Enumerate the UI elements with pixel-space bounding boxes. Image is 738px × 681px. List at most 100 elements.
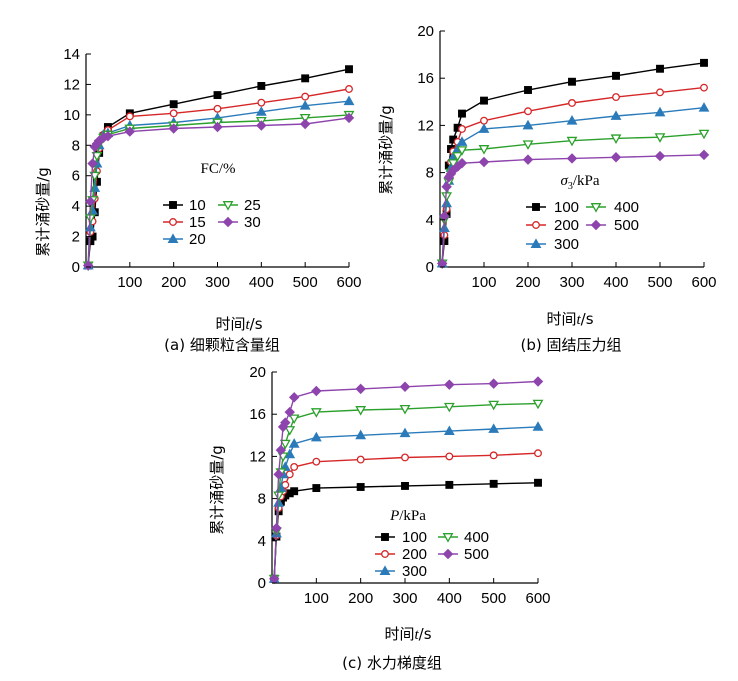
panel-c-point-500 <box>399 381 411 392</box>
panel-a-point-10 <box>345 65 353 74</box>
panel-a-xtick-label: 500 <box>293 274 318 291</box>
panel-c-point-500 <box>288 392 300 403</box>
panel-c-ytick-label: 8 <box>258 491 266 508</box>
panel-c-legend-marker <box>379 565 391 575</box>
panel-a-series-line-30 <box>87 117 350 266</box>
panel-c-legend-label: 300 <box>402 563 427 580</box>
panel-c-legend-item-200: 200 <box>375 546 427 563</box>
panel-c-legend-title: P/kPa <box>389 508 426 524</box>
panel-c-ytick-label: 20 <box>249 364 266 381</box>
panel-c-ylabel: 累计涌砂量/g <box>208 445 226 535</box>
panel-c-point-500 <box>284 406 295 418</box>
panel-a-legend-label: 20 <box>189 231 206 248</box>
panel-b-point-500 <box>698 149 710 161</box>
panel-b-point-400 <box>478 145 490 155</box>
panel-b-point-100 <box>656 64 664 73</box>
panel-a-point-20 <box>89 182 101 192</box>
panel-b-ylabel: 累计涌砂量/g <box>377 105 395 195</box>
panel-a-legend-marker <box>169 201 177 209</box>
panel-a-ylabel: 累计涌砂量/g <box>34 167 52 257</box>
panel-a-ytick-label: 10 <box>63 107 80 124</box>
panel-c-ytick-label: 16 <box>249 406 266 423</box>
panel-a-point-25 <box>91 151 103 162</box>
panel-b-point-500 <box>441 181 452 192</box>
panel-b-series <box>436 58 710 270</box>
panel-a-point-30 <box>256 120 267 131</box>
panel-a-point-15 <box>125 112 134 121</box>
panel-a-xtick-label: 600 <box>336 274 361 291</box>
panel-a-ytick-label: 0 <box>72 259 80 276</box>
panel-c-point-300 <box>288 438 300 448</box>
panel-a-point-30 <box>343 112 355 124</box>
panel-c-caption: (c) 水力梯度组 <box>342 654 442 672</box>
panel-c-point-500 <box>311 385 322 397</box>
panel-a-xtick-label: 300 <box>205 274 230 291</box>
panel-b-point-400 <box>447 159 459 169</box>
panel-b-ytick-label: 16 <box>417 70 434 87</box>
panel-a-point-30 <box>299 118 311 130</box>
panel-c-point-400 <box>532 399 544 410</box>
panel-a-legend-label: 25 <box>244 197 261 214</box>
panel-c-legend-label: 400 <box>464 529 489 546</box>
panel-c-point-400 <box>488 400 500 411</box>
panel-b-legend-title: σ3/kPa <box>560 173 599 192</box>
panel-c-xlabel: 时间t/s <box>384 625 431 643</box>
panel-b-point-400 <box>456 146 468 156</box>
panel-b-point-100 <box>458 109 466 118</box>
panel-b-point-400 <box>452 152 464 162</box>
panel-c-point-500 <box>488 378 499 389</box>
panel-a-legend-marker <box>222 216 234 228</box>
panel-b-legend-item-100: 100 <box>526 199 579 216</box>
panel-a-xtick-label: 100 <box>117 274 142 291</box>
panel-b-legend-item-500: 500 <box>586 217 639 234</box>
panel-b-point-500 <box>566 153 578 164</box>
panel-c-xtick-label: 600 <box>525 590 550 607</box>
panel-a-point-15 <box>213 104 222 113</box>
panel-a-point-10 <box>213 91 222 100</box>
panel-b-legend-item-200: 200 <box>526 217 579 234</box>
panel-a-point-30 <box>102 130 114 142</box>
panel-c-point-200 <box>489 451 498 460</box>
panel-b-ytick-label: 12 <box>417 117 434 134</box>
panel-c-point-500 <box>444 379 455 390</box>
panel-a-point-30 <box>124 126 136 137</box>
panel-c-point-300 <box>488 423 500 433</box>
panel-b-ytick-label: 20 <box>417 23 434 40</box>
panel-b-xlabel: 时间t/s <box>546 310 593 328</box>
panel-c-legend-marker <box>381 533 389 541</box>
panel-b-point-500 <box>456 157 468 169</box>
panel-a-xtick-label: 400 <box>249 274 274 291</box>
panel-b-point-400 <box>610 134 622 144</box>
panel-c-point-400 <box>288 414 300 425</box>
panel-a-caption: (a) 细颗粒含量组 <box>164 336 280 354</box>
panel-a-legend-marker <box>169 218 177 226</box>
panel-b-point-200 <box>612 93 620 102</box>
panel-a-point-20 <box>299 100 311 110</box>
panel-c-legend-marker <box>381 550 389 558</box>
panel-c-point-200 <box>290 463 299 471</box>
panel-b-point-100 <box>480 96 488 105</box>
panel-b-point-100 <box>568 77 576 86</box>
panel-a-point-15 <box>169 109 178 118</box>
panel-c-point-100 <box>401 481 409 490</box>
panel-b-point-200 <box>568 99 576 107</box>
panel-b-point-200 <box>480 116 488 125</box>
panel-b-point-500 <box>654 150 666 162</box>
panel-c-legend-item-300: 300 <box>375 563 427 580</box>
panel-b-ytick-label: 8 <box>426 165 434 182</box>
panel-a-legend-item-10: 10 <box>163 197 206 214</box>
panel-b-point-400 <box>654 133 666 143</box>
panel-c-xtick-label: 500 <box>481 590 506 607</box>
panel-c-xtick-label: 300 <box>392 590 417 607</box>
panel-a-point-10 <box>169 100 178 109</box>
panel-a-legend-label: 15 <box>189 214 206 231</box>
panel-a-legend-title: FC/% <box>200 161 235 177</box>
panel-c-point-300 <box>399 427 411 438</box>
panel-a-point-30 <box>87 158 98 169</box>
